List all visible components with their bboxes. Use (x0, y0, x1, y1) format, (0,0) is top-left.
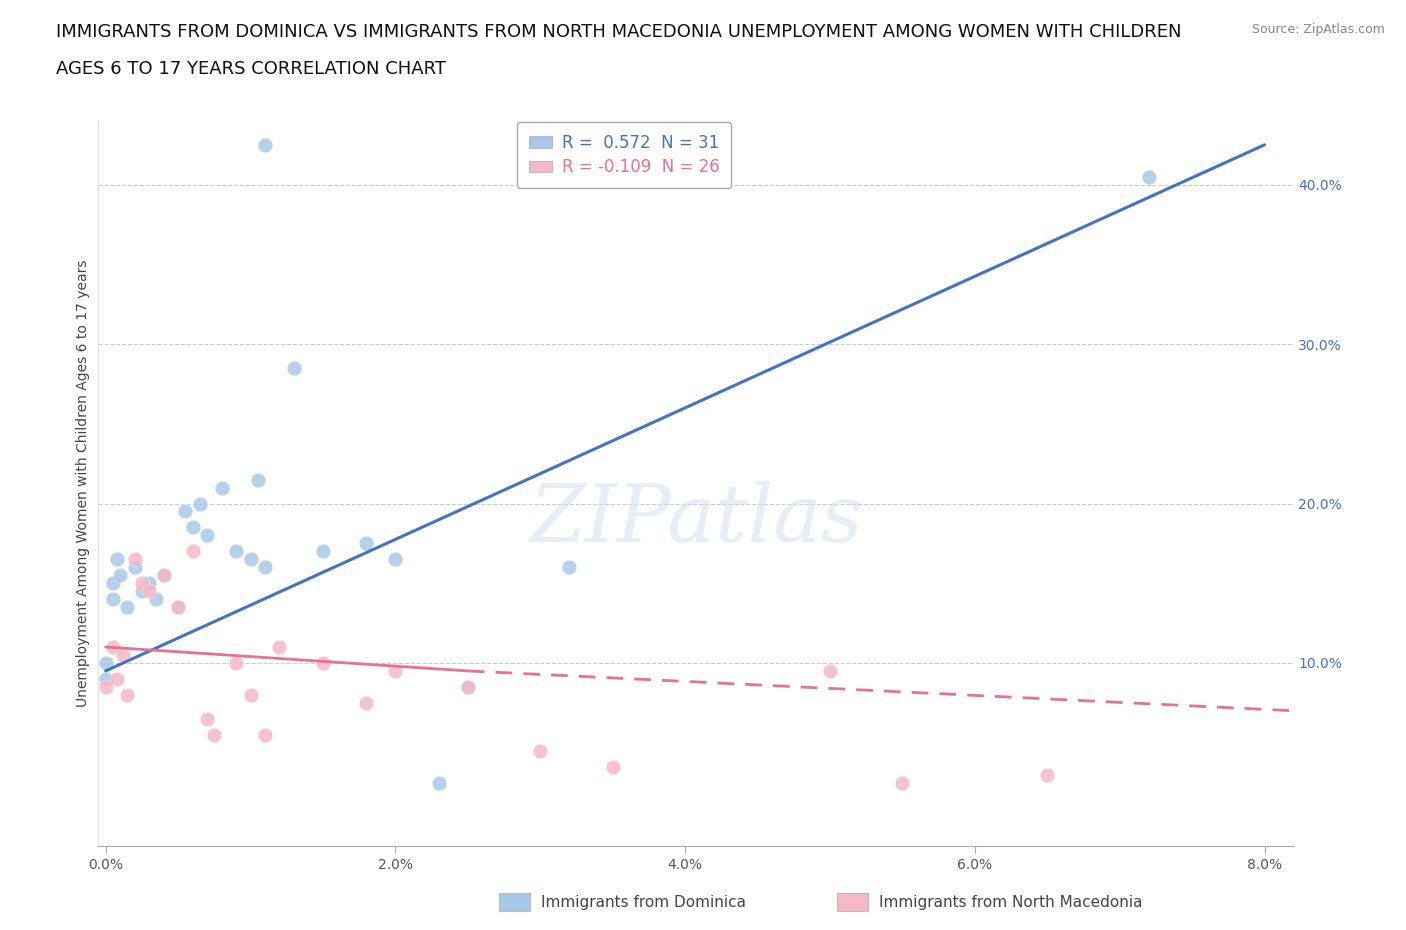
Point (457, 680, 479, 695)
Text: AGES 6 TO 17 YEARS CORRELATION CHART: AGES 6 TO 17 YEARS CORRELATION CHART (56, 60, 446, 78)
Point (105, 551, 128, 566)
Point (152, 568, 174, 583)
Point (145, 591, 167, 606)
Point (818, 663, 841, 678)
Point (225, 656, 247, 671)
Point (1137, 169, 1160, 184)
Point (124, 551, 146, 566)
Point (138, 576, 160, 591)
Point (283, 361, 305, 376)
Point (239, 551, 262, 566)
Point (94, 656, 117, 671)
Point (131, 584, 153, 599)
Point (239, 687, 262, 702)
Point (167, 600, 190, 615)
Point (112, 647, 135, 662)
Point (312, 544, 335, 559)
Text: Immigrants from Dominica: Immigrants from Dominica (541, 895, 747, 910)
Point (384, 663, 406, 678)
Point (101, 576, 124, 591)
Point (195, 528, 218, 543)
Point (124, 560, 146, 575)
Point (312, 656, 335, 671)
Point (108, 568, 131, 583)
Point (1036, 767, 1059, 782)
Point (253, 138, 276, 153)
Point (202, 727, 225, 742)
Point (529, 743, 551, 758)
Point (188, 496, 211, 511)
Point (356, 696, 378, 711)
Y-axis label: Unemployment Among Women with Children Ages 6 to 17 years: Unemployment Among Women with Children A… (76, 259, 90, 708)
Point (211, 480, 233, 495)
Point (131, 576, 153, 591)
Point (225, 544, 247, 559)
Text: ZIPatlas: ZIPatlas (529, 481, 863, 559)
Text: IMMIGRANTS FROM DOMINICA VS IMMIGRANTS FROM NORTH MACEDONIA UNEMPLOYMENT AMONG W: IMMIGRANTS FROM DOMINICA VS IMMIGRANTS F… (56, 23, 1181, 41)
Point (558, 560, 581, 575)
Point (253, 727, 276, 742)
Point (105, 671, 128, 686)
Point (253, 560, 276, 575)
Point (117, 600, 139, 615)
Point (101, 591, 124, 606)
Point (246, 472, 269, 487)
Point (427, 775, 450, 790)
Point (174, 504, 197, 519)
Point (94, 680, 117, 695)
Point (356, 536, 378, 551)
Point (101, 640, 124, 655)
Point (94, 671, 117, 686)
Point (602, 759, 624, 774)
Point (117, 687, 139, 702)
Point (181, 544, 204, 559)
Text: Source: ZipAtlas.com: Source: ZipAtlas.com (1251, 23, 1385, 36)
Legend: R =  0.572  N = 31, R = -0.109  N = 26: R = 0.572 N = 31, R = -0.109 N = 26 (517, 122, 731, 188)
Point (167, 600, 190, 615)
Point (457, 680, 479, 695)
Point (891, 775, 914, 790)
Point (181, 520, 204, 535)
Point (152, 568, 174, 583)
Text: Immigrants from North Macedonia: Immigrants from North Macedonia (879, 895, 1142, 910)
Point (269, 640, 291, 655)
Point (195, 711, 218, 726)
Point (384, 551, 406, 566)
Point (138, 584, 160, 599)
